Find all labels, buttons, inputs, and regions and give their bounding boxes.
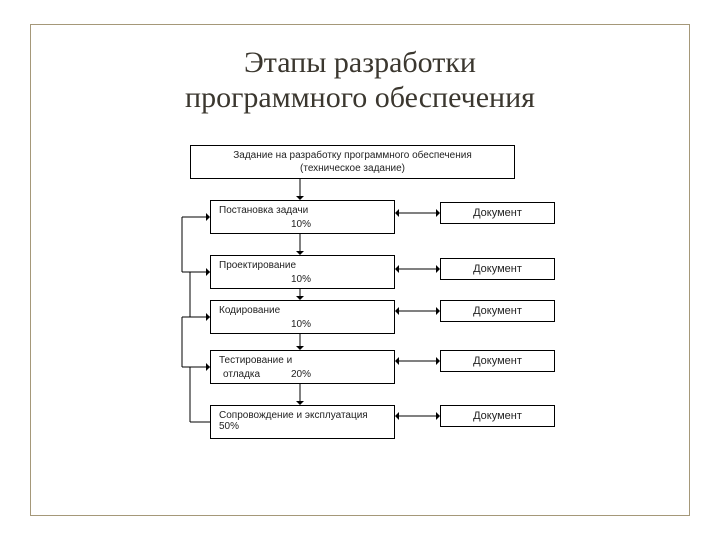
stage-label-3: Тестирование и bbox=[219, 355, 386, 366]
document-label-2: Документ bbox=[473, 305, 522, 317]
stage-box-2: Кодирование 10% bbox=[210, 300, 395, 334]
stage-label-2: Кодирование bbox=[219, 305, 386, 316]
slide: Этапы разработки программного обеспечени… bbox=[0, 0, 720, 540]
document-label-3: Документ bbox=[473, 355, 522, 367]
stage-percent-0: 10% bbox=[291, 219, 311, 230]
title-line-1: Этапы разработки bbox=[244, 46, 476, 79]
stage-label-1: Проектирование bbox=[219, 260, 386, 271]
stage-box-1: Проектирование 10% bbox=[210, 255, 395, 289]
stage-percent-3: 20% bbox=[291, 369, 311, 380]
header-line1: Задание на разработку программного обесп… bbox=[233, 150, 472, 161]
title-line-2: программного обеспечения bbox=[185, 81, 535, 114]
document-box-0: Документ bbox=[440, 202, 555, 224]
document-box-3: Документ bbox=[440, 350, 555, 372]
stage-label-0: Постановка задачи bbox=[219, 205, 386, 216]
stage-percent-2: 10% bbox=[291, 319, 311, 330]
header-line2: (техническое задание) bbox=[300, 163, 405, 174]
diagram-area: Задание на разработку программного обесп… bbox=[120, 145, 640, 515]
stage-box-4: Сопровождение и эксплуатация 50% bbox=[210, 405, 395, 439]
document-box-4: Документ bbox=[440, 405, 555, 427]
document-box-1: Документ bbox=[440, 258, 555, 280]
stage-sublabel-3: отладка bbox=[223, 369, 260, 380]
slide-title: Этапы разработки программного обеспечени… bbox=[0, 46, 720, 115]
document-label-4: Документ bbox=[473, 410, 522, 422]
document-label-0: Документ bbox=[473, 207, 522, 219]
header-box: Задание на разработку программного обесп… bbox=[190, 145, 515, 179]
stage-box-3: Тестирование и отладка 20% bbox=[210, 350, 395, 384]
stage-box-0: Постановка задачи 10% bbox=[210, 200, 395, 234]
document-box-2: Документ bbox=[440, 300, 555, 322]
stage-label-4: Сопровождение и эксплуатация 50% bbox=[219, 410, 386, 432]
document-label-1: Документ bbox=[473, 263, 522, 275]
stage-percent-1: 10% bbox=[291, 274, 311, 285]
